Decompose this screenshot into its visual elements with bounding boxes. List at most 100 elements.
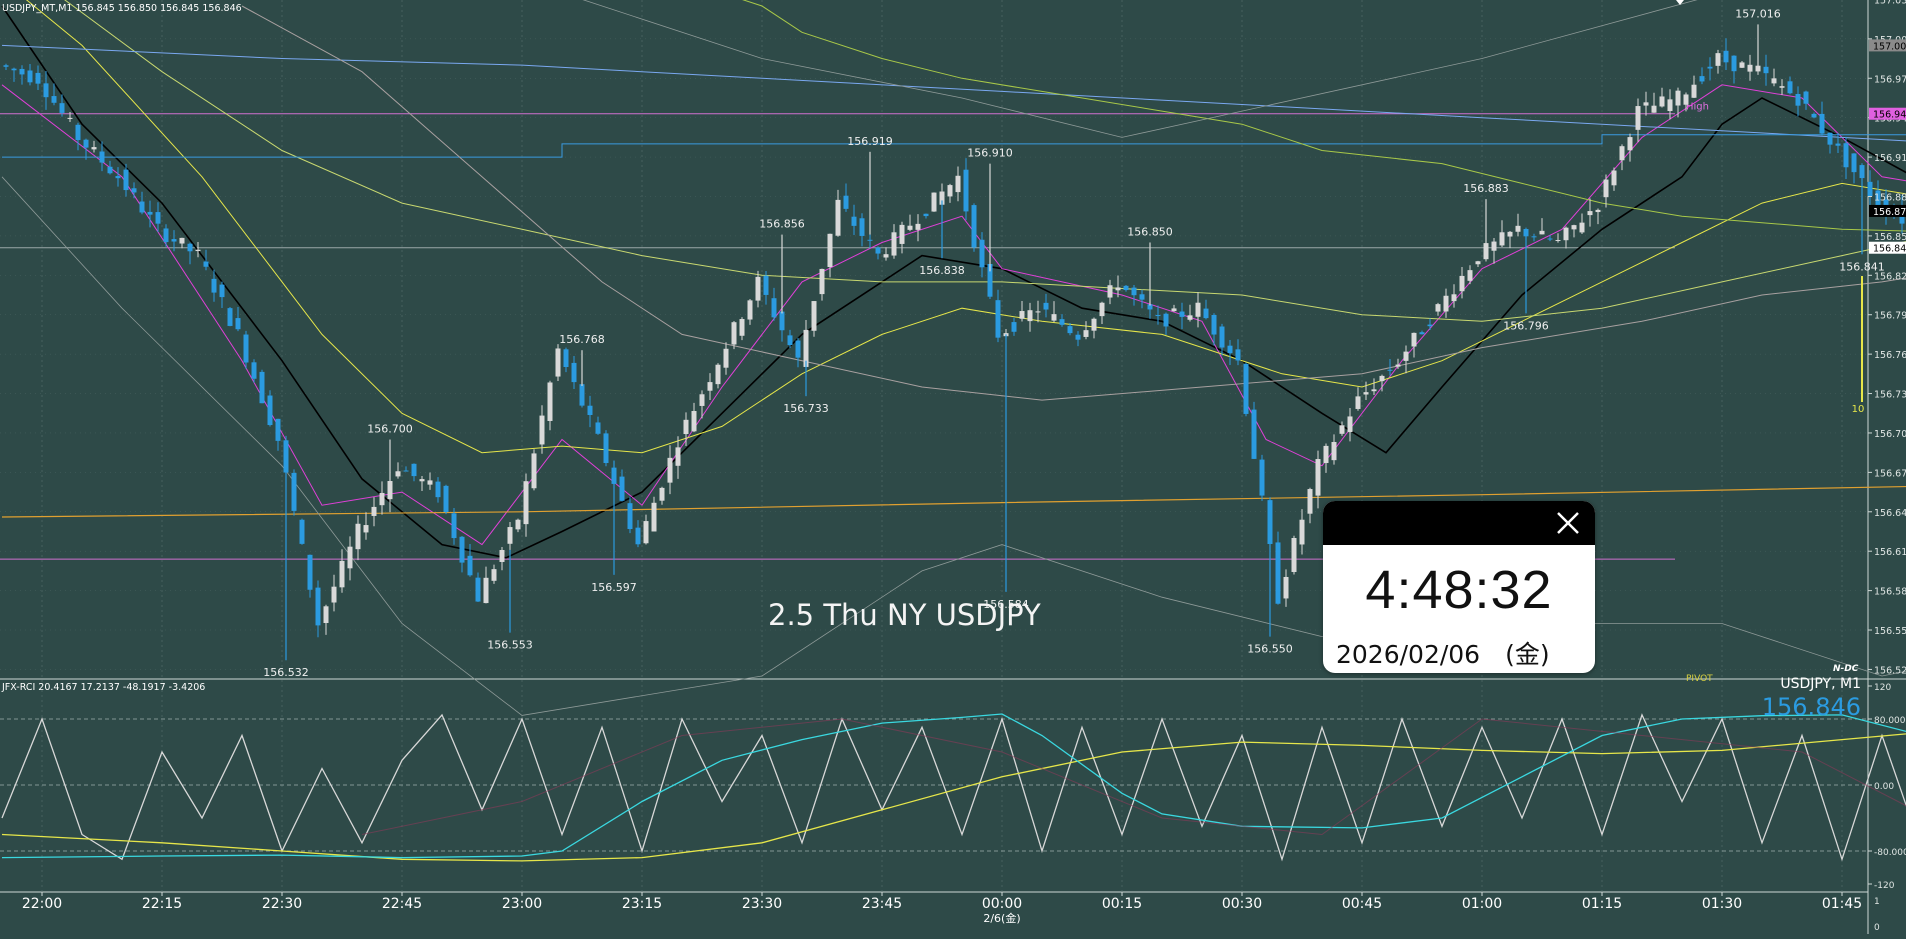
- candle-body: [1100, 303, 1105, 316]
- candle-body: [556, 348, 561, 376]
- candle-body: [132, 188, 137, 192]
- candle-body: [1740, 62, 1745, 67]
- candle-body: [876, 248, 881, 254]
- candle-body: [732, 322, 737, 344]
- candle-body: [1708, 67, 1713, 69]
- y-tick-label: -120: [1874, 881, 1895, 891]
- candle-body: [1372, 389, 1377, 391]
- candle-body: [956, 176, 961, 192]
- price-point-label: 156.850: [1127, 225, 1173, 238]
- current-price-display: 156.846: [1762, 693, 1861, 721]
- candle-body: [540, 416, 545, 445]
- price-box-label: 157.000: [1873, 41, 1906, 52]
- clock-titlebar[interactable]: [1323, 501, 1595, 545]
- candle-body: [1620, 146, 1625, 160]
- price-point-label: 156.856: [759, 218, 805, 231]
- candle-body: [708, 382, 713, 391]
- candle-body: [1324, 446, 1329, 463]
- candle-body: [476, 578, 481, 602]
- price-point-label: 157.016: [1735, 7, 1781, 20]
- candle-body: [1844, 143, 1849, 167]
- candle-body: [948, 185, 953, 196]
- candle-body: [1172, 308, 1177, 311]
- price-point-label: 156.733: [783, 402, 829, 415]
- price-point-label: 156.532: [263, 666, 309, 679]
- candle-body: [252, 362, 257, 378]
- x-tick-label: 23:30: [742, 896, 782, 912]
- price-point-label: 156.550: [1247, 643, 1293, 656]
- candle-body: [52, 96, 57, 103]
- candle-body: [1244, 364, 1249, 414]
- price-point-label: 156.883: [1463, 182, 1509, 195]
- x-tick-label: 22:00: [22, 896, 62, 912]
- y-tick-label: 156.765: [1874, 350, 1906, 361]
- y-tick-label: 156.795: [1874, 311, 1906, 322]
- candle-body: [564, 349, 569, 367]
- candle-body: [1196, 303, 1201, 317]
- y-tick-label: 156.855: [1874, 232, 1906, 243]
- high-label: High: [1686, 102, 1709, 113]
- candle-body: [1332, 442, 1337, 460]
- candle-body: [1220, 327, 1225, 348]
- candle-body: [892, 232, 897, 255]
- candle-body: [1140, 294, 1145, 299]
- candle-body: [1772, 78, 1777, 83]
- y-tick-label: 156.585: [1874, 587, 1906, 598]
- candle-body: [676, 447, 681, 465]
- y-tick-label: 156.675: [1874, 468, 1906, 479]
- candle-body: [1636, 106, 1641, 130]
- candle-body: [692, 411, 697, 431]
- candle-body: [588, 406, 593, 415]
- candle-body: [1364, 392, 1369, 394]
- y-tick-label: 156.555: [1874, 626, 1906, 637]
- candle-body: [700, 394, 705, 406]
- candle-body: [1012, 322, 1017, 332]
- candle-body: [1020, 311, 1025, 319]
- candle-body: [524, 481, 529, 524]
- candle-body: [180, 238, 185, 244]
- candle-body: [1460, 276, 1465, 291]
- candle-body: [1516, 226, 1521, 232]
- candle-body: [1596, 210, 1601, 212]
- candle-body: [1292, 538, 1297, 572]
- candle-body: [1396, 365, 1401, 367]
- close-icon[interactable]: [1553, 508, 1583, 538]
- candle-body: [1084, 330, 1089, 337]
- candle-body: [1116, 287, 1121, 290]
- candle-body: [1252, 410, 1257, 459]
- candle-body: [1836, 144, 1841, 146]
- candle-body: [300, 520, 305, 544]
- candle-body: [1548, 239, 1553, 240]
- x-tick-label: 00:00: [982, 896, 1022, 912]
- y-tick-label: 156.885: [1874, 192, 1906, 203]
- candle-body: [1060, 319, 1065, 325]
- candle-body: [716, 365, 721, 384]
- candle-body: [324, 606, 329, 623]
- candle-body: [1812, 114, 1817, 118]
- candle-body: [1804, 92, 1809, 104]
- candle-body: [1668, 99, 1673, 111]
- candle-body: [452, 513, 457, 538]
- candle-body: [1788, 81, 1793, 93]
- price-box-label: 156.846: [1873, 244, 1906, 255]
- candle-body: [596, 422, 601, 433]
- price-point-label: 156.796: [1503, 319, 1549, 332]
- price-point-label: 156.768: [559, 333, 605, 346]
- candle-body: [108, 167, 113, 173]
- x-tick-label: 01:00: [1462, 896, 1502, 912]
- candle-body: [228, 308, 233, 326]
- candle-body: [220, 285, 225, 297]
- candle-body: [1092, 319, 1097, 331]
- candle-body: [276, 419, 281, 441]
- candle-body: [1076, 335, 1081, 340]
- clock-widget[interactable]: 4:48:32 2026/02/06 (金): [1323, 501, 1595, 673]
- brand-logo: N-DC: [1833, 664, 1859, 674]
- candle-body: [740, 319, 745, 336]
- candle-body: [1108, 285, 1113, 297]
- candle-body: [916, 224, 921, 230]
- candle-body: [788, 335, 793, 345]
- candle-body: [1404, 352, 1409, 361]
- candle-body: [268, 396, 273, 425]
